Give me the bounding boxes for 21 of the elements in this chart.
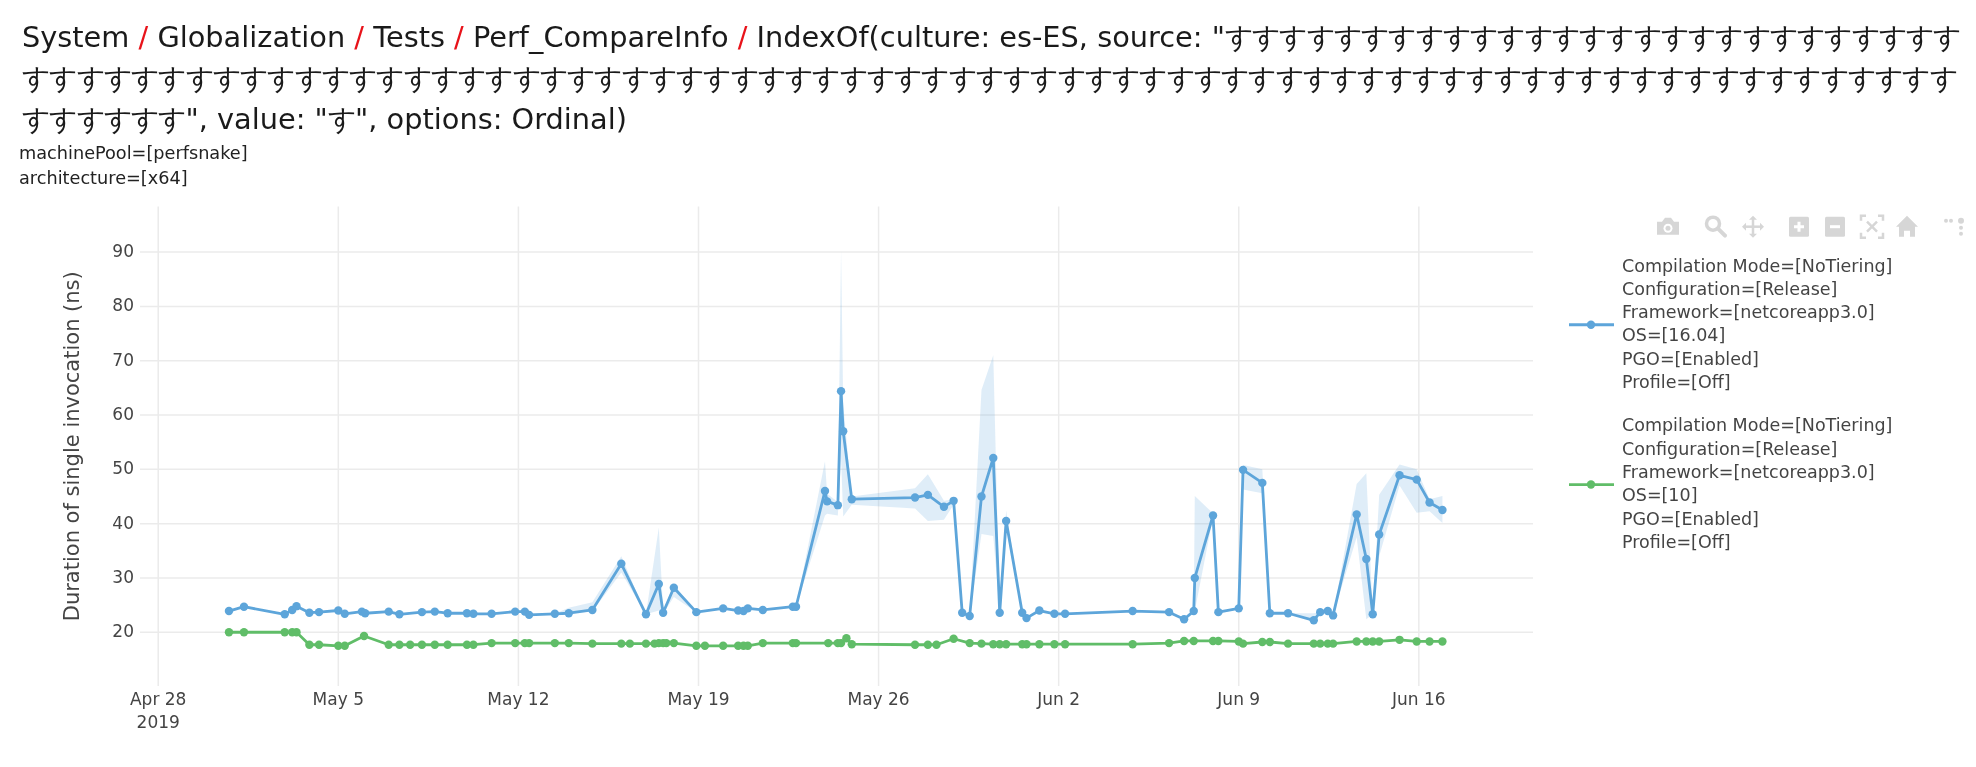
y-tick-label: 30	[112, 566, 134, 587]
y-axis-title: Duration of single invocation (ns)	[60, 271, 84, 622]
y-tick-label: 70	[112, 349, 134, 370]
y-tick-label: 90	[112, 241, 134, 262]
x-tick-label: May 5	[312, 689, 364, 709]
x-tick-label: Jun 9	[1216, 689, 1261, 709]
y-tick-label: 50	[112, 458, 134, 479]
x-tick-label: May 19	[667, 689, 730, 709]
chart-subtitle: machinePool=[perfsnake] architecture=[x64]	[19, 143, 248, 188]
y-tick-label: 40	[112, 512, 134, 533]
legend-label: Compilation Mode=[NoTiering] Configuration=[Release] Framework=[netcoreapp3.0] OS=[10] PGO=[Enabled] Profile=[Off]	[1622, 415, 1893, 552]
x-tick-label: Jun 16	[1391, 689, 1446, 709]
x-tick-label: Jun 2	[1036, 689, 1081, 709]
chart-title: System / Globalization / Tests / Perf_CompareInfo / IndexOf(culture: es-ES, source: "すすすすすすすすすすすすすすすすすすすすすすすすすすすすすすすすすすすすすすすすすすすすすすすすすすすすすすすすすすすすすすすすすすすすすすすすすすすすすすすすすすすすすすすすすすすすすすすすすすすすすすすす", value: "す", options: Ordinal)	[22, 20, 1961, 136]
x-tick-label: May 12	[487, 689, 550, 709]
legend-label: Compilation Mode=[NoTiering] Configuration=[Release] Framework=[netcoreapp3.0] OS=[16.04] PGO=[Enabled] Profile=[Off]	[1622, 255, 1893, 392]
y-tick-label: 80	[112, 295, 134, 316]
y-tick-label: 20	[112, 621, 134, 642]
y-tick-label: 60	[112, 404, 134, 425]
x-tick-label: May 26	[847, 689, 910, 709]
x-tick-label: Apr 28 2019	[130, 689, 187, 732]
